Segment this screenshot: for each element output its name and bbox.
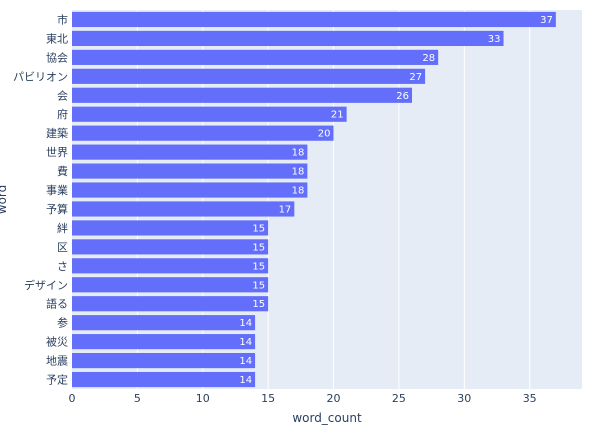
bar-value-label-2: 28 [422,53,435,64]
bar-value-label-14: 15 [252,280,265,291]
y-tick-label-4: 会 [57,89,68,102]
y-tick-label-5: 府 [57,107,68,121]
y-tick-label-2: 協会 [46,51,68,64]
bar-4 [72,87,412,103]
x-tick-label-1: 5 [134,392,141,405]
bar-3 [72,68,426,84]
y-tick-label-13: さ [57,260,68,273]
bar-value-label-10: 17 [279,204,292,215]
bar-value-label-16: 14 [239,318,252,329]
y-axis-title: word [0,185,9,215]
bar-value-label-7: 18 [292,148,305,159]
bar-value-label-3: 27 [409,72,422,83]
bar-value-label-12: 15 [252,242,265,253]
bars [72,11,556,388]
y-tick-label-1: 東北 [46,32,68,45]
bar-17 [72,334,256,350]
bar-13 [72,258,269,274]
bar-value-label-5: 21 [331,110,344,121]
y-tick-label-0: 市 [57,12,68,26]
y-tick-label-14: デザイン [24,278,68,292]
y-tick-label-18: 地震 [46,355,68,368]
y-tick-label-17: 被災 [46,336,68,349]
x-tick-label-3: 15 [261,392,275,405]
bar-9 [72,182,308,198]
bar-value-label-11: 15 [252,223,265,234]
bar-8 [72,163,308,179]
bar-18 [72,352,256,369]
plot-background [72,10,582,389]
y-tick-label-7: 世界 [46,146,68,159]
x-tick-label-4: 20 [327,392,341,405]
y-tick-label-15: 語る [46,297,68,311]
bar-value-label-1: 33 [488,34,501,45]
bar-12 [72,239,269,255]
bar-2 [72,49,439,65]
x-tick-labels: 0 5 10 15 20 25 30 35 [69,392,537,405]
y-tick-label-19: 予定 [46,373,68,387]
bar-15 [72,296,269,312]
bar-5 [72,106,347,122]
y-tick-label-3: パビリオン [13,70,68,83]
x-tick-label-6: 30 [457,392,471,405]
bar-value-label-9: 18 [292,186,305,197]
x-tick-label-5: 25 [392,392,406,405]
bar-value-label-15: 15 [252,299,265,310]
bar-16 [72,315,256,331]
bar-10 [72,201,295,217]
bar-value-label-8: 18 [292,167,305,178]
bar-value-label-19: 14 [239,375,252,386]
y-tick-label-8: 費 [57,164,68,178]
y-tick-label-16: 参 [57,316,68,330]
bar-value-label-6: 20 [318,129,331,140]
y-tick-label-12: 区 [57,241,68,254]
bar-11 [72,220,269,236]
y-tick-label-6: 建築 [46,126,68,140]
bar-7 [72,144,308,160]
x-tick-label-2: 10 [196,392,210,405]
bar-6 [72,125,334,141]
bar-value-label-13: 15 [252,261,265,272]
y-tick-label-10: 予算 [46,202,68,216]
bar-14 [72,277,269,293]
y-tick-label-11: 絆 [57,221,68,235]
bar-value-label-0: 37 [540,15,553,26]
bar-0 [72,11,556,28]
bar-value-label-4: 26 [396,91,409,102]
bar-value-label-18: 14 [239,356,252,367]
x-tick-label-7: 35 [523,392,537,405]
bar-19 [72,371,256,388]
bar-1 [72,30,504,47]
bar-value-label-17: 14 [239,337,252,348]
y-tick-label-9: 事業 [46,184,68,197]
x-axis-title: word_count [292,411,362,425]
x-tick-label-0: 0 [69,392,76,405]
